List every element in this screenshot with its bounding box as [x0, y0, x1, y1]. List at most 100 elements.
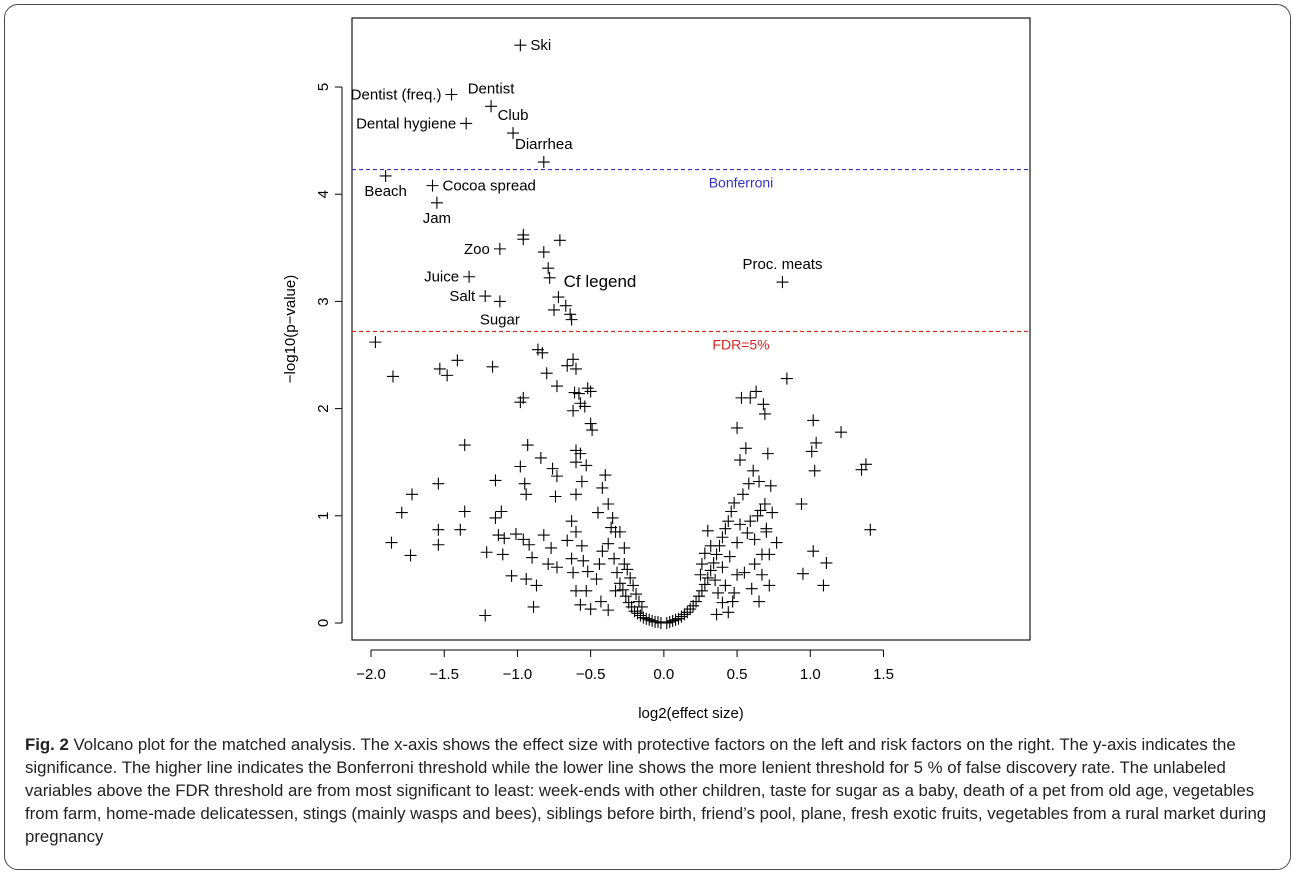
data-point: [578, 400, 591, 413]
data-point: [618, 558, 631, 571]
data-point: [835, 426, 848, 439]
data-point: [561, 359, 574, 372]
data-point: [627, 579, 640, 592]
data-point: [635, 600, 648, 613]
point-label: Juice: [424, 269, 459, 286]
data-point: [479, 609, 492, 622]
data-point: [526, 551, 539, 564]
point-label: Dentist: [468, 80, 516, 97]
data-point: [609, 584, 622, 597]
data-point: [755, 548, 768, 561]
data-point: [744, 515, 757, 528]
data-point: [751, 509, 764, 522]
data-point: [550, 380, 563, 393]
data-point: [728, 586, 741, 599]
data-point: [430, 196, 443, 209]
data-point: [432, 523, 445, 536]
data-point: [572, 387, 585, 400]
data-point: [580, 459, 593, 472]
data-point: [704, 539, 717, 552]
data-point: [731, 568, 744, 581]
data-point: [495, 505, 508, 518]
data-point: [432, 477, 445, 490]
data-point: [559, 299, 572, 312]
data-point: [577, 554, 590, 567]
point-label: Cocoa spread: [443, 178, 536, 195]
data-point: [646, 614, 659, 627]
data-point: [369, 336, 382, 349]
data-point: [493, 295, 506, 308]
data-point: [596, 481, 609, 494]
data-point: [542, 262, 555, 275]
data-point: [748, 533, 761, 546]
data-point: [599, 469, 612, 482]
data-point: [747, 464, 760, 477]
data-point: [385, 536, 398, 549]
data-point: [761, 447, 774, 460]
data-point: [663, 615, 676, 628]
data-point: [527, 600, 540, 613]
data-point: [796, 567, 809, 580]
data-point: [722, 606, 735, 619]
data-point: [726, 595, 739, 608]
data-point: [722, 515, 735, 528]
data-point: [807, 414, 820, 427]
data-point: [540, 367, 553, 380]
point-label: Club: [498, 107, 529, 124]
data-point: [520, 488, 533, 501]
y-tick-label: 0: [315, 619, 332, 627]
x-tick-label: −1.0: [503, 666, 533, 683]
figure-caption: Fig. 2 Volcano plot for the matched anal…: [25, 733, 1275, 848]
data-point: [780, 372, 793, 385]
data-point: [693, 590, 706, 603]
data-point: [565, 515, 578, 528]
data-point: [632, 595, 645, 608]
data-point: [593, 558, 606, 571]
figure-frame: [4, 4, 1291, 870]
data-point: [530, 579, 543, 592]
data-point: [758, 498, 771, 511]
point-label: Zoo: [464, 241, 490, 258]
data-point: [602, 604, 615, 617]
data-point: [570, 488, 583, 501]
data-point: [386, 370, 399, 383]
y-tick-label: 4: [315, 190, 332, 198]
point-label: Beach: [364, 183, 407, 200]
data-point: [805, 445, 818, 458]
data-point: [738, 566, 751, 579]
data-point: [864, 523, 877, 536]
point-label: Ski: [530, 37, 551, 54]
data-point: [698, 578, 711, 591]
point-label: Dental hygiene: [356, 115, 456, 132]
data-point: [550, 561, 563, 574]
data-point: [489, 474, 502, 487]
data-point: [640, 612, 653, 625]
y-axis-label: −log10(p−value): [282, 275, 299, 383]
data-point: [518, 477, 531, 490]
data-point: [432, 538, 445, 551]
data-point: [546, 462, 559, 475]
y-tick-label: 2: [315, 404, 332, 412]
data-point: [537, 529, 550, 542]
data-point: [719, 579, 732, 592]
data-point: [485, 100, 498, 113]
data-point: [514, 39, 527, 52]
x-axis: −2.0 −1.5 −1.0 −0.5 0.0 0.5 1.0 1.5: [356, 649, 894, 683]
data-point: [637, 611, 650, 624]
data-point: [580, 584, 593, 597]
data-point: [611, 566, 624, 579]
data-point: [458, 439, 471, 452]
data-point: [728, 496, 741, 509]
data-point: [624, 571, 637, 584]
data-point: [596, 545, 609, 558]
data-point: [634, 609, 647, 622]
data-point: [734, 518, 747, 531]
data-point: [552, 291, 565, 304]
x-tick-label: −0.5: [576, 666, 606, 683]
data-point: [701, 571, 714, 584]
data-points: [369, 39, 877, 629]
data-point: [575, 475, 588, 488]
data-point: [545, 541, 558, 554]
data-point: [619, 590, 632, 603]
data-point: [716, 561, 729, 574]
